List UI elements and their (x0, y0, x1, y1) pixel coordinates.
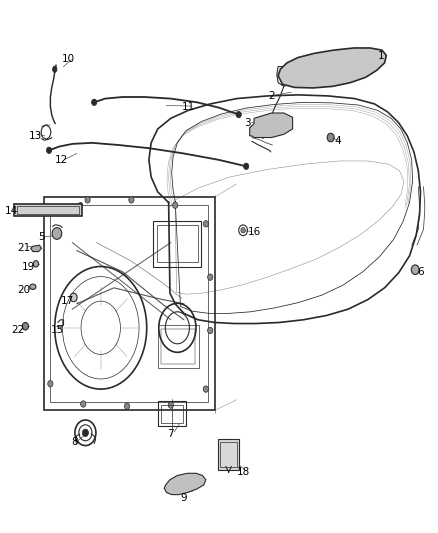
Bar (157, 225, 198, 262)
Bar (14, 204, 82, 216)
Ellipse shape (251, 128, 257, 136)
Ellipse shape (129, 197, 134, 203)
Ellipse shape (411, 265, 419, 274)
Text: 2: 2 (268, 91, 275, 101)
Text: 14: 14 (4, 206, 18, 215)
Ellipse shape (81, 401, 86, 407)
Ellipse shape (48, 381, 53, 387)
Ellipse shape (82, 429, 88, 437)
Bar (161, 405, 183, 423)
Text: 16: 16 (247, 227, 261, 237)
Text: 15: 15 (50, 326, 64, 335)
Ellipse shape (22, 322, 28, 330)
Text: 9: 9 (180, 494, 187, 503)
Text: 13: 13 (28, 131, 42, 141)
Text: 19: 19 (22, 262, 35, 271)
Ellipse shape (124, 403, 130, 409)
Bar (220, 442, 237, 467)
Text: 11: 11 (182, 102, 195, 111)
Ellipse shape (244, 163, 249, 169)
Ellipse shape (30, 284, 36, 289)
Polygon shape (278, 48, 386, 88)
Bar (44, 197, 215, 410)
Ellipse shape (85, 197, 90, 203)
Ellipse shape (52, 207, 57, 214)
Ellipse shape (70, 293, 77, 302)
Ellipse shape (251, 125, 257, 133)
Polygon shape (164, 473, 206, 495)
Text: 7: 7 (167, 430, 174, 439)
Ellipse shape (168, 402, 173, 408)
Bar (158, 401, 186, 426)
Text: 3: 3 (244, 118, 251, 127)
Ellipse shape (203, 221, 208, 227)
Ellipse shape (208, 274, 213, 280)
Text: 20: 20 (18, 286, 31, 295)
Text: 21: 21 (18, 243, 31, 253)
Text: 6: 6 (417, 267, 424, 277)
Bar (158, 325, 199, 368)
Ellipse shape (53, 66, 57, 72)
Text: 8: 8 (71, 438, 78, 447)
Ellipse shape (260, 115, 276, 132)
Ellipse shape (92, 99, 97, 106)
Ellipse shape (52, 228, 62, 239)
Text: 22: 22 (11, 326, 24, 335)
Text: 5: 5 (38, 232, 45, 242)
Bar (218, 439, 239, 470)
Ellipse shape (327, 133, 334, 142)
Ellipse shape (33, 261, 39, 267)
Ellipse shape (280, 70, 288, 81)
Ellipse shape (46, 147, 52, 154)
Ellipse shape (203, 386, 208, 392)
Ellipse shape (208, 327, 213, 334)
Ellipse shape (241, 228, 245, 233)
Bar (50, 205, 208, 402)
Text: 17: 17 (61, 296, 74, 306)
Text: 4: 4 (334, 136, 341, 146)
Bar (17, 206, 79, 214)
Text: 18: 18 (237, 467, 250, 477)
Polygon shape (250, 113, 293, 138)
Polygon shape (31, 245, 42, 252)
Text: 1: 1 (378, 51, 385, 61)
Text: 10: 10 (61, 54, 74, 63)
Bar (153, 221, 201, 266)
Ellipse shape (173, 202, 178, 208)
Text: 12: 12 (55, 155, 68, 165)
Ellipse shape (236, 111, 241, 118)
Bar (161, 329, 195, 364)
